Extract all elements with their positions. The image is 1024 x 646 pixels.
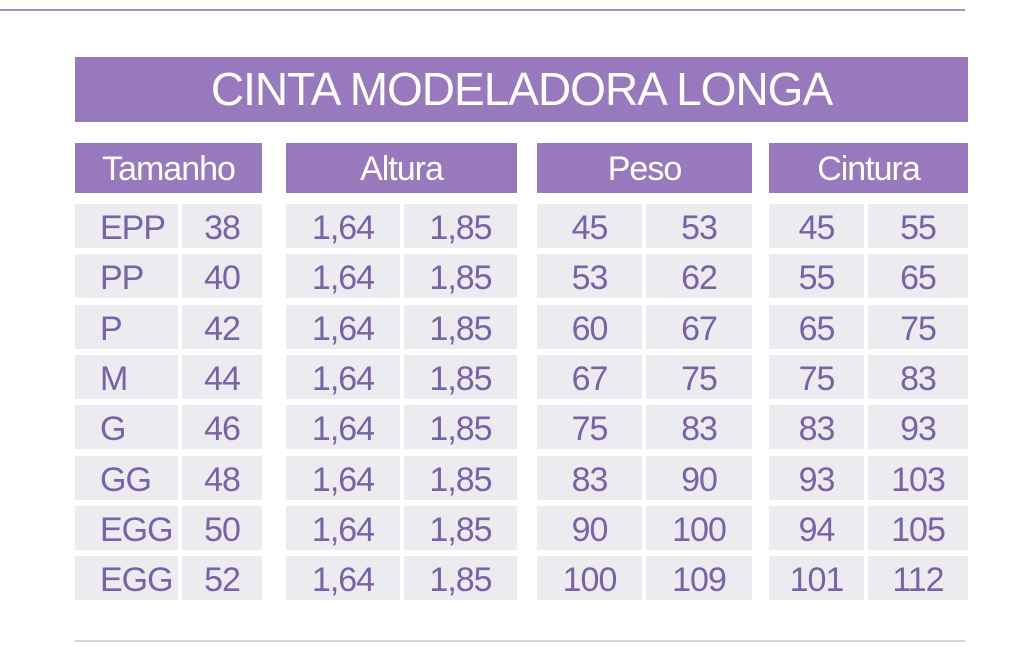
- table-cell: 53: [646, 204, 752, 248]
- table-cell: P: [75, 304, 178, 349]
- table-cell: 100: [646, 505, 752, 550]
- table-cell: 60: [537, 304, 642, 349]
- table-cell: 1,85: [404, 354, 517, 399]
- table-cell: 1,64: [286, 455, 400, 500]
- table-title: CINTA MODELADORA LONGA: [75, 57, 968, 122]
- table-cell: 90: [537, 505, 642, 550]
- table-cell: 1,85: [404, 304, 517, 349]
- table-cell: EPP: [75, 204, 178, 248]
- top-rule: [0, 9, 965, 11]
- column-header: Peso: [537, 143, 752, 193]
- table-cell: 1,64: [286, 204, 400, 248]
- table-cell: 1,85: [404, 405, 517, 450]
- table-cell: 45: [537, 204, 642, 248]
- table-cell: 1,85: [404, 556, 517, 601]
- table-cell: GG: [75, 455, 178, 500]
- column-header: Altura: [286, 143, 517, 193]
- table-cell: 44: [182, 354, 262, 399]
- table-cell: 42: [182, 304, 262, 349]
- table-cell: 1,64: [286, 505, 400, 550]
- table-cell: 112: [868, 556, 968, 601]
- table-cell: 75: [646, 354, 752, 399]
- table-cell: 67: [646, 304, 752, 349]
- table-cell: 101: [769, 556, 864, 601]
- table-cell: 83: [646, 405, 752, 450]
- table-cell: 1,64: [286, 405, 400, 450]
- table-cell: 62: [646, 254, 752, 299]
- table-cell: 75: [868, 304, 968, 349]
- table-cell: 93: [769, 455, 864, 500]
- column-header: Tamanho: [75, 143, 262, 193]
- table-cell: 1,64: [286, 304, 400, 349]
- table-cell: 1,85: [404, 204, 517, 248]
- table-cell: 65: [769, 304, 864, 349]
- table-cell: 94: [769, 505, 864, 550]
- table-cell: 105: [868, 505, 968, 550]
- table-cell: 55: [868, 204, 968, 248]
- table-cell: 83: [769, 405, 864, 450]
- table-cell: 46: [182, 405, 262, 450]
- table-cell: EGG: [75, 556, 178, 601]
- table-cell: 50: [182, 505, 262, 550]
- table-cell: G: [75, 405, 178, 450]
- table-cell: 90: [646, 455, 752, 500]
- table-cell: 38: [182, 204, 262, 248]
- table-cell: 45: [769, 204, 864, 248]
- table-cell: 1,85: [404, 505, 517, 550]
- bottom-rule: [75, 640, 965, 642]
- table-cell: 1,64: [286, 354, 400, 399]
- table-cell: 1,64: [286, 556, 400, 601]
- table-cell: 48: [182, 455, 262, 500]
- table-cell: 52: [182, 556, 262, 601]
- table-cell: 67: [537, 354, 642, 399]
- table-cell: M: [75, 354, 178, 399]
- column-header: Cintura: [769, 143, 968, 193]
- table-cell: 1,85: [404, 254, 517, 299]
- table-cell: 53: [537, 254, 642, 299]
- table-cell: PP: [75, 254, 178, 299]
- table-cell: 93: [868, 405, 968, 450]
- table-cell: 75: [537, 405, 642, 450]
- table-cell: EGG: [75, 505, 178, 550]
- table-cell: 103: [868, 455, 968, 500]
- table-cell: 1,64: [286, 254, 400, 299]
- table-cell: 40: [182, 254, 262, 299]
- table-cell: 83: [868, 354, 968, 399]
- table-cell: 55: [769, 254, 864, 299]
- table-cell: 109: [646, 556, 752, 601]
- table-cell: 65: [868, 254, 968, 299]
- table-cell: 1,85: [404, 455, 517, 500]
- table-cell: 100: [537, 556, 642, 601]
- table-cell: 75: [769, 354, 864, 399]
- table-cell: 83: [537, 455, 642, 500]
